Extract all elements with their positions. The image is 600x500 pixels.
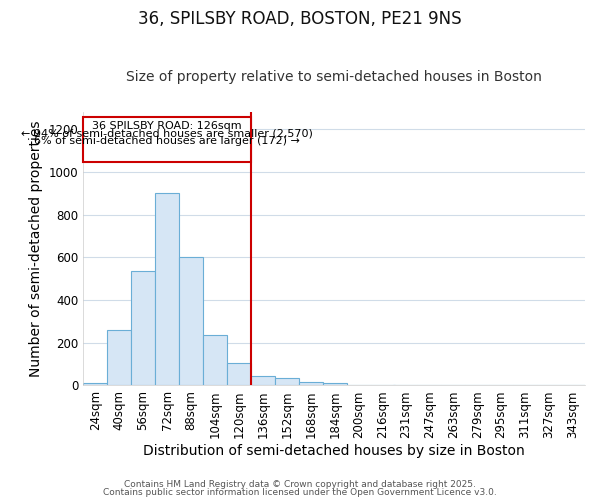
X-axis label: Distribution of semi-detached houses by size in Boston: Distribution of semi-detached houses by …: [143, 444, 525, 458]
Bar: [323, 384, 347, 386]
Bar: [203, 336, 227, 386]
Bar: [299, 382, 323, 386]
Text: ← 94% of semi-detached houses are smaller (2,570): ← 94% of semi-detached houses are smalle…: [21, 128, 313, 138]
Bar: [227, 363, 251, 386]
Bar: [131, 271, 155, 386]
Y-axis label: Number of semi-detached properties: Number of semi-detached properties: [29, 120, 43, 377]
Bar: [83, 384, 107, 386]
Bar: [155, 193, 179, 386]
Text: 6% of semi-detached houses are larger (172) →: 6% of semi-detached houses are larger (1…: [34, 136, 300, 145]
Bar: [251, 376, 275, 386]
Text: Contains public sector information licensed under the Open Government Licence v3: Contains public sector information licen…: [103, 488, 497, 497]
Text: 36 SPILSBY ROAD: 126sqm: 36 SPILSBY ROAD: 126sqm: [92, 121, 242, 131]
Text: 36, SPILSBY ROAD, BOSTON, PE21 9NS: 36, SPILSBY ROAD, BOSTON, PE21 9NS: [138, 10, 462, 28]
Bar: [275, 378, 299, 386]
Title: Size of property relative to semi-detached houses in Boston: Size of property relative to semi-detach…: [126, 70, 542, 85]
Bar: [179, 258, 203, 386]
Text: Contains HM Land Registry data © Crown copyright and database right 2025.: Contains HM Land Registry data © Crown c…: [124, 480, 476, 489]
Bar: [107, 330, 131, 386]
FancyBboxPatch shape: [83, 118, 251, 162]
